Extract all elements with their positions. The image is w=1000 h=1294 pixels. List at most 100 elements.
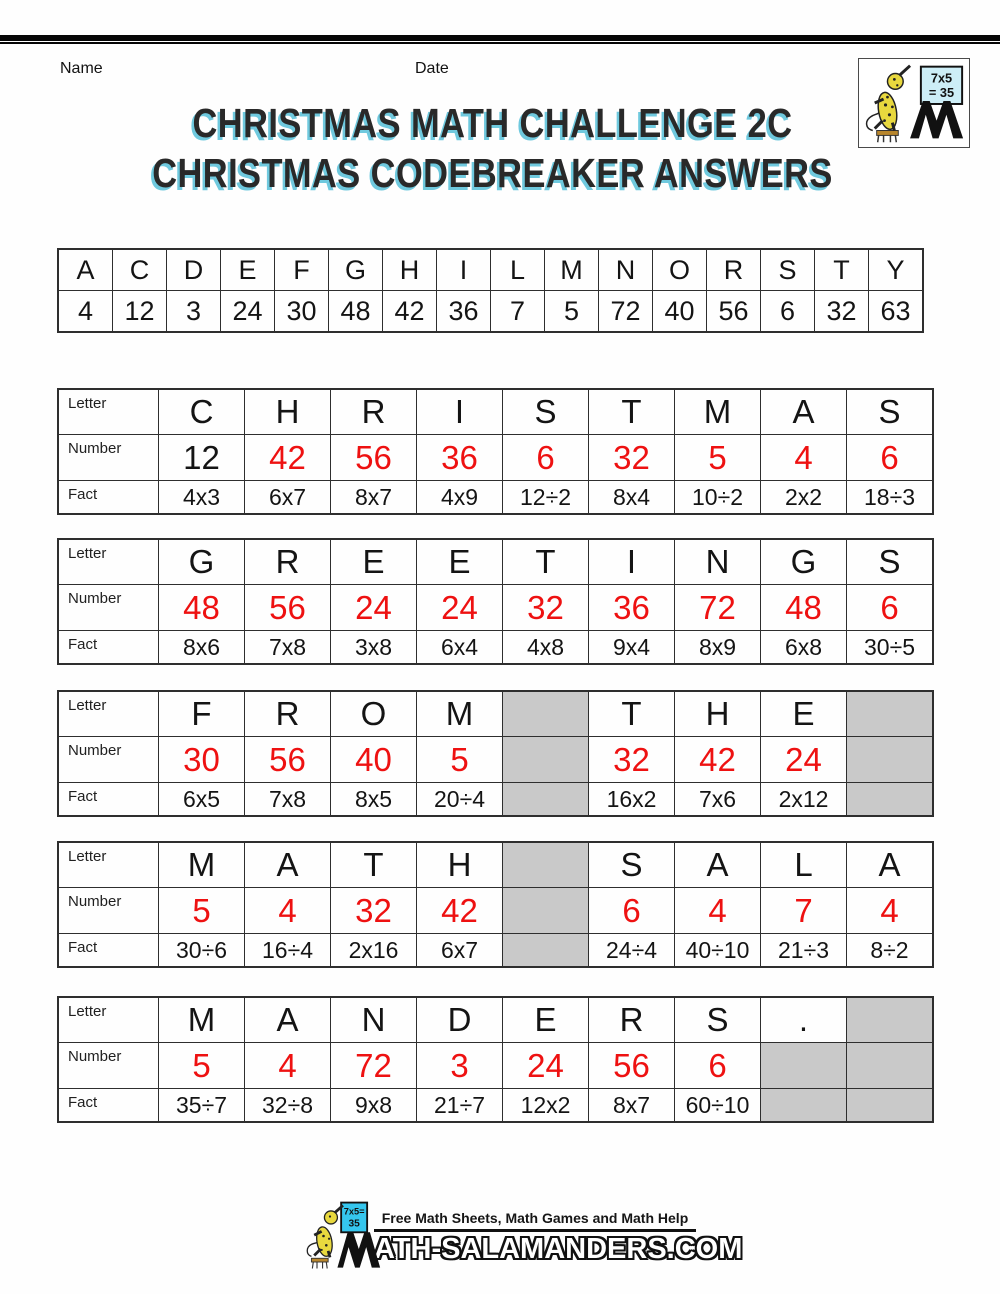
key-letter-cell: A bbox=[57, 248, 113, 291]
letter-cell: L bbox=[760, 841, 847, 888]
number-cell: 5 bbox=[416, 736, 503, 783]
key-letter-cell: L bbox=[490, 248, 545, 291]
number-cell: 7 bbox=[760, 887, 847, 934]
letter-cell: M bbox=[416, 690, 503, 737]
key-number-cell: 4 bbox=[57, 290, 113, 333]
letter-cell: R bbox=[588, 996, 675, 1043]
number-cell: 32 bbox=[502, 584, 589, 631]
letter-cell: T bbox=[502, 538, 589, 585]
fact-cell: 8x6 bbox=[158, 630, 245, 665]
letter-cell: R bbox=[244, 538, 331, 585]
key-letter-cell: D bbox=[166, 248, 221, 291]
fact-cell: 8÷2 bbox=[846, 933, 934, 968]
fact-cell: 60÷10 bbox=[674, 1088, 761, 1123]
row-label-fact: Fact bbox=[57, 480, 159, 515]
number-cell: 24 bbox=[416, 584, 503, 631]
row-label-letter: Letter bbox=[57, 538, 159, 585]
letter-cell: M bbox=[158, 841, 245, 888]
footer-branding: 7x5= 35 Free Math Sheets, Math Games and… bbox=[0, 1196, 1000, 1272]
number-cell: 6 bbox=[502, 434, 589, 481]
fact-cell: 2x16 bbox=[330, 933, 417, 968]
footer-m-monogram-icon bbox=[337, 1232, 381, 1268]
letter-cell: M bbox=[674, 388, 761, 435]
page-title: CHRISTMAS MATH CHALLENGE 2C CHRISTMAS CO… bbox=[0, 98, 985, 198]
letter-cell: E bbox=[760, 690, 847, 737]
number-cell: 4 bbox=[760, 434, 847, 481]
number-cell: 6 bbox=[846, 434, 934, 481]
key-letter-cell: M bbox=[544, 248, 599, 291]
key-number-cell: 32 bbox=[814, 290, 869, 333]
puzzle-table-4: Letter M A T H S A L A Number 5 4 32 42 6 4 7 4 Fact 30÷6 16… bbox=[57, 841, 934, 968]
salamander-spots bbox=[883, 78, 899, 123]
key-number-cell: 56 bbox=[706, 290, 761, 333]
fact-cell: 8x7 bbox=[330, 480, 417, 515]
number-cell: 56 bbox=[244, 584, 331, 631]
logo-sign-line1: 7x5 bbox=[931, 70, 952, 85]
fact-cell: 32÷8 bbox=[244, 1088, 331, 1123]
footer-tagline: Free Math Sheets, Math Games and Math He… bbox=[381, 1210, 689, 1226]
letter-cell: S bbox=[588, 841, 675, 888]
blocked-cell bbox=[760, 1042, 847, 1089]
letter-cell: T bbox=[330, 841, 417, 888]
letter-cell: T bbox=[588, 388, 675, 435]
number-cell: 24 bbox=[330, 584, 417, 631]
number-cell: 56 bbox=[588, 1042, 675, 1089]
row-label-number: Number bbox=[57, 1042, 159, 1089]
puzzle-3-number-row: Number 30 56 40 5 32 42 24 bbox=[57, 736, 934, 783]
number-cell: 56 bbox=[244, 736, 331, 783]
puzzle-4-number-row: Number 5 4 32 42 6 4 7 4 bbox=[57, 887, 934, 934]
letter-cell: H bbox=[244, 388, 331, 435]
row-label-fact: Fact bbox=[57, 782, 159, 817]
footer-site-name: ath-salamanders.com bbox=[374, 1233, 743, 1265]
row-label-fact: Fact bbox=[57, 630, 159, 665]
footer-divider bbox=[374, 1229, 696, 1232]
letter-cell: O bbox=[330, 690, 417, 737]
row-label-number: Number bbox=[57, 434, 159, 481]
key-number-cell: 12 bbox=[112, 290, 167, 333]
top-divider bbox=[0, 35, 1000, 44]
title-line-1: CHRISTMAS MATH CHALLENGE 2C bbox=[192, 100, 793, 146]
key-letter-cell: R bbox=[706, 248, 761, 291]
brand-logo-box: 7x5 = 35 bbox=[858, 58, 970, 148]
letter-cell: S bbox=[674, 996, 761, 1043]
number-cell: 6 bbox=[674, 1042, 761, 1089]
number-cell: 4 bbox=[244, 1042, 331, 1089]
letter-cell: M bbox=[158, 996, 245, 1043]
blocked-cell bbox=[846, 1088, 934, 1123]
key-letter-cell: I bbox=[436, 248, 491, 291]
puzzle-table-4-wrap: Letter M A T H S A L A Number 5 4 32 42 6 4 7 4 Fact 30÷6 16… bbox=[57, 841, 934, 968]
fact-cell: 21÷7 bbox=[416, 1088, 503, 1123]
key-letter-cell: N bbox=[598, 248, 653, 291]
letter-cell: . bbox=[760, 996, 847, 1043]
fact-cell: 8x5 bbox=[330, 782, 417, 817]
puzzle-table-1: Letter C H R I S T M A S Number 12 42 56 36 6 32 5 4 6 Fact 4… bbox=[57, 388, 934, 515]
number-cell: 42 bbox=[416, 887, 503, 934]
fact-cell: 8x4 bbox=[588, 480, 675, 515]
fact-cell: 35÷7 bbox=[158, 1088, 245, 1123]
key-letter-cell: T bbox=[814, 248, 869, 291]
fact-cell: 7x8 bbox=[244, 782, 331, 817]
row-label-number: Number bbox=[57, 584, 159, 631]
key-number-cell: 30 bbox=[274, 290, 329, 333]
blocked-cell bbox=[502, 690, 589, 737]
puzzle-2-fact-row: Fact 8x6 7x8 3x8 6x4 4x8 9x4 8x9 6x8 30÷5 bbox=[57, 630, 934, 665]
row-label-letter: Letter bbox=[57, 996, 159, 1043]
puzzle-table-5: Letter M A N D E R S. Number 5 4 72 3 24 56 6 Fact 35÷7 32… bbox=[57, 996, 934, 1123]
puzzle-1-letter-row: Letter C H R I S T M A S bbox=[57, 388, 934, 435]
number-cell: 48 bbox=[158, 584, 245, 631]
key-letter-cell: O bbox=[652, 248, 707, 291]
number-cell: 6 bbox=[846, 584, 934, 631]
fact-cell: 6x5 bbox=[158, 782, 245, 817]
salamander-logo-icon: 7x5 = 35 bbox=[865, 64, 964, 143]
fact-cell: 4x8 bbox=[502, 630, 589, 665]
letter-cell: A bbox=[244, 841, 331, 888]
key-letter-cell: S bbox=[760, 248, 815, 291]
row-label-number: Number bbox=[57, 887, 159, 934]
puzzle-table-1-wrap: Letter C H R I S T M A S Number 12 42 56 36 6 32 5 4 6 Fact 4… bbox=[57, 388, 934, 515]
row-label-letter: Letter bbox=[57, 388, 159, 435]
number-cell: 32 bbox=[330, 887, 417, 934]
footer-sign-line1: 7x5= bbox=[344, 1207, 365, 1217]
letter-cell: E bbox=[502, 996, 589, 1043]
row-label-letter: Letter bbox=[57, 841, 159, 888]
